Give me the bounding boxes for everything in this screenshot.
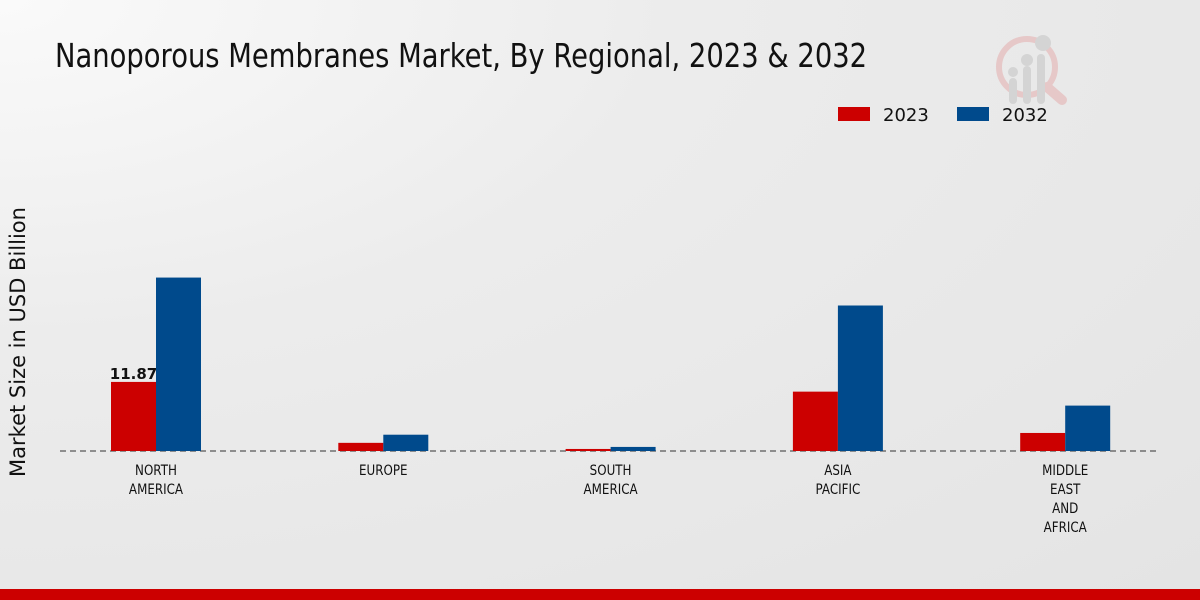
bar-2032-3 xyxy=(837,305,883,451)
legend-label-2023: 2023 xyxy=(883,105,929,126)
x-tick-label: ASIA xyxy=(824,463,851,479)
x-tick-label: AFRICA xyxy=(1044,520,1087,536)
legend-label-2032: 2032 xyxy=(1002,105,1048,126)
legend-swatch-2023 xyxy=(838,107,870,121)
x-tick-label: AND xyxy=(1052,501,1078,517)
bar-2023-4 xyxy=(1020,432,1066,451)
x-tick-label: NORTH xyxy=(135,463,177,479)
data-label: 11.87 xyxy=(110,365,157,383)
bar-2023-1 xyxy=(338,442,384,451)
x-tick-label: SOUTH xyxy=(590,463,632,479)
x-tick-label: AMERICA xyxy=(584,482,638,498)
x-tick-label: EUROPE xyxy=(359,463,408,479)
x-tick-label: AMERICA xyxy=(129,482,183,498)
x-tick-label: MIDDLE xyxy=(1042,463,1088,479)
bar-2023-3 xyxy=(792,391,838,451)
bar-2023-0 xyxy=(111,381,156,451)
footer-bar xyxy=(0,589,1200,600)
bar-2032-1 xyxy=(383,434,429,451)
bar-2023-2 xyxy=(565,448,611,451)
x-tick-label: PACIFIC xyxy=(815,482,860,498)
bar-2032-0 xyxy=(156,277,201,451)
bar-2032-4 xyxy=(1065,405,1111,451)
bar-2032-2 xyxy=(610,446,656,451)
chart-title: Nanoporous Membranes Market, By Regional… xyxy=(55,36,868,75)
legend-swatch-2032 xyxy=(957,107,989,121)
x-tick-label: EAST xyxy=(1050,482,1081,498)
